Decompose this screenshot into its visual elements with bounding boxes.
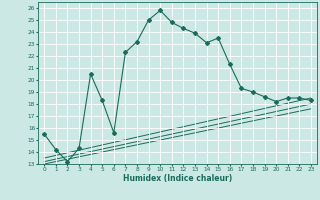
- X-axis label: Humidex (Indice chaleur): Humidex (Indice chaleur): [123, 174, 232, 183]
